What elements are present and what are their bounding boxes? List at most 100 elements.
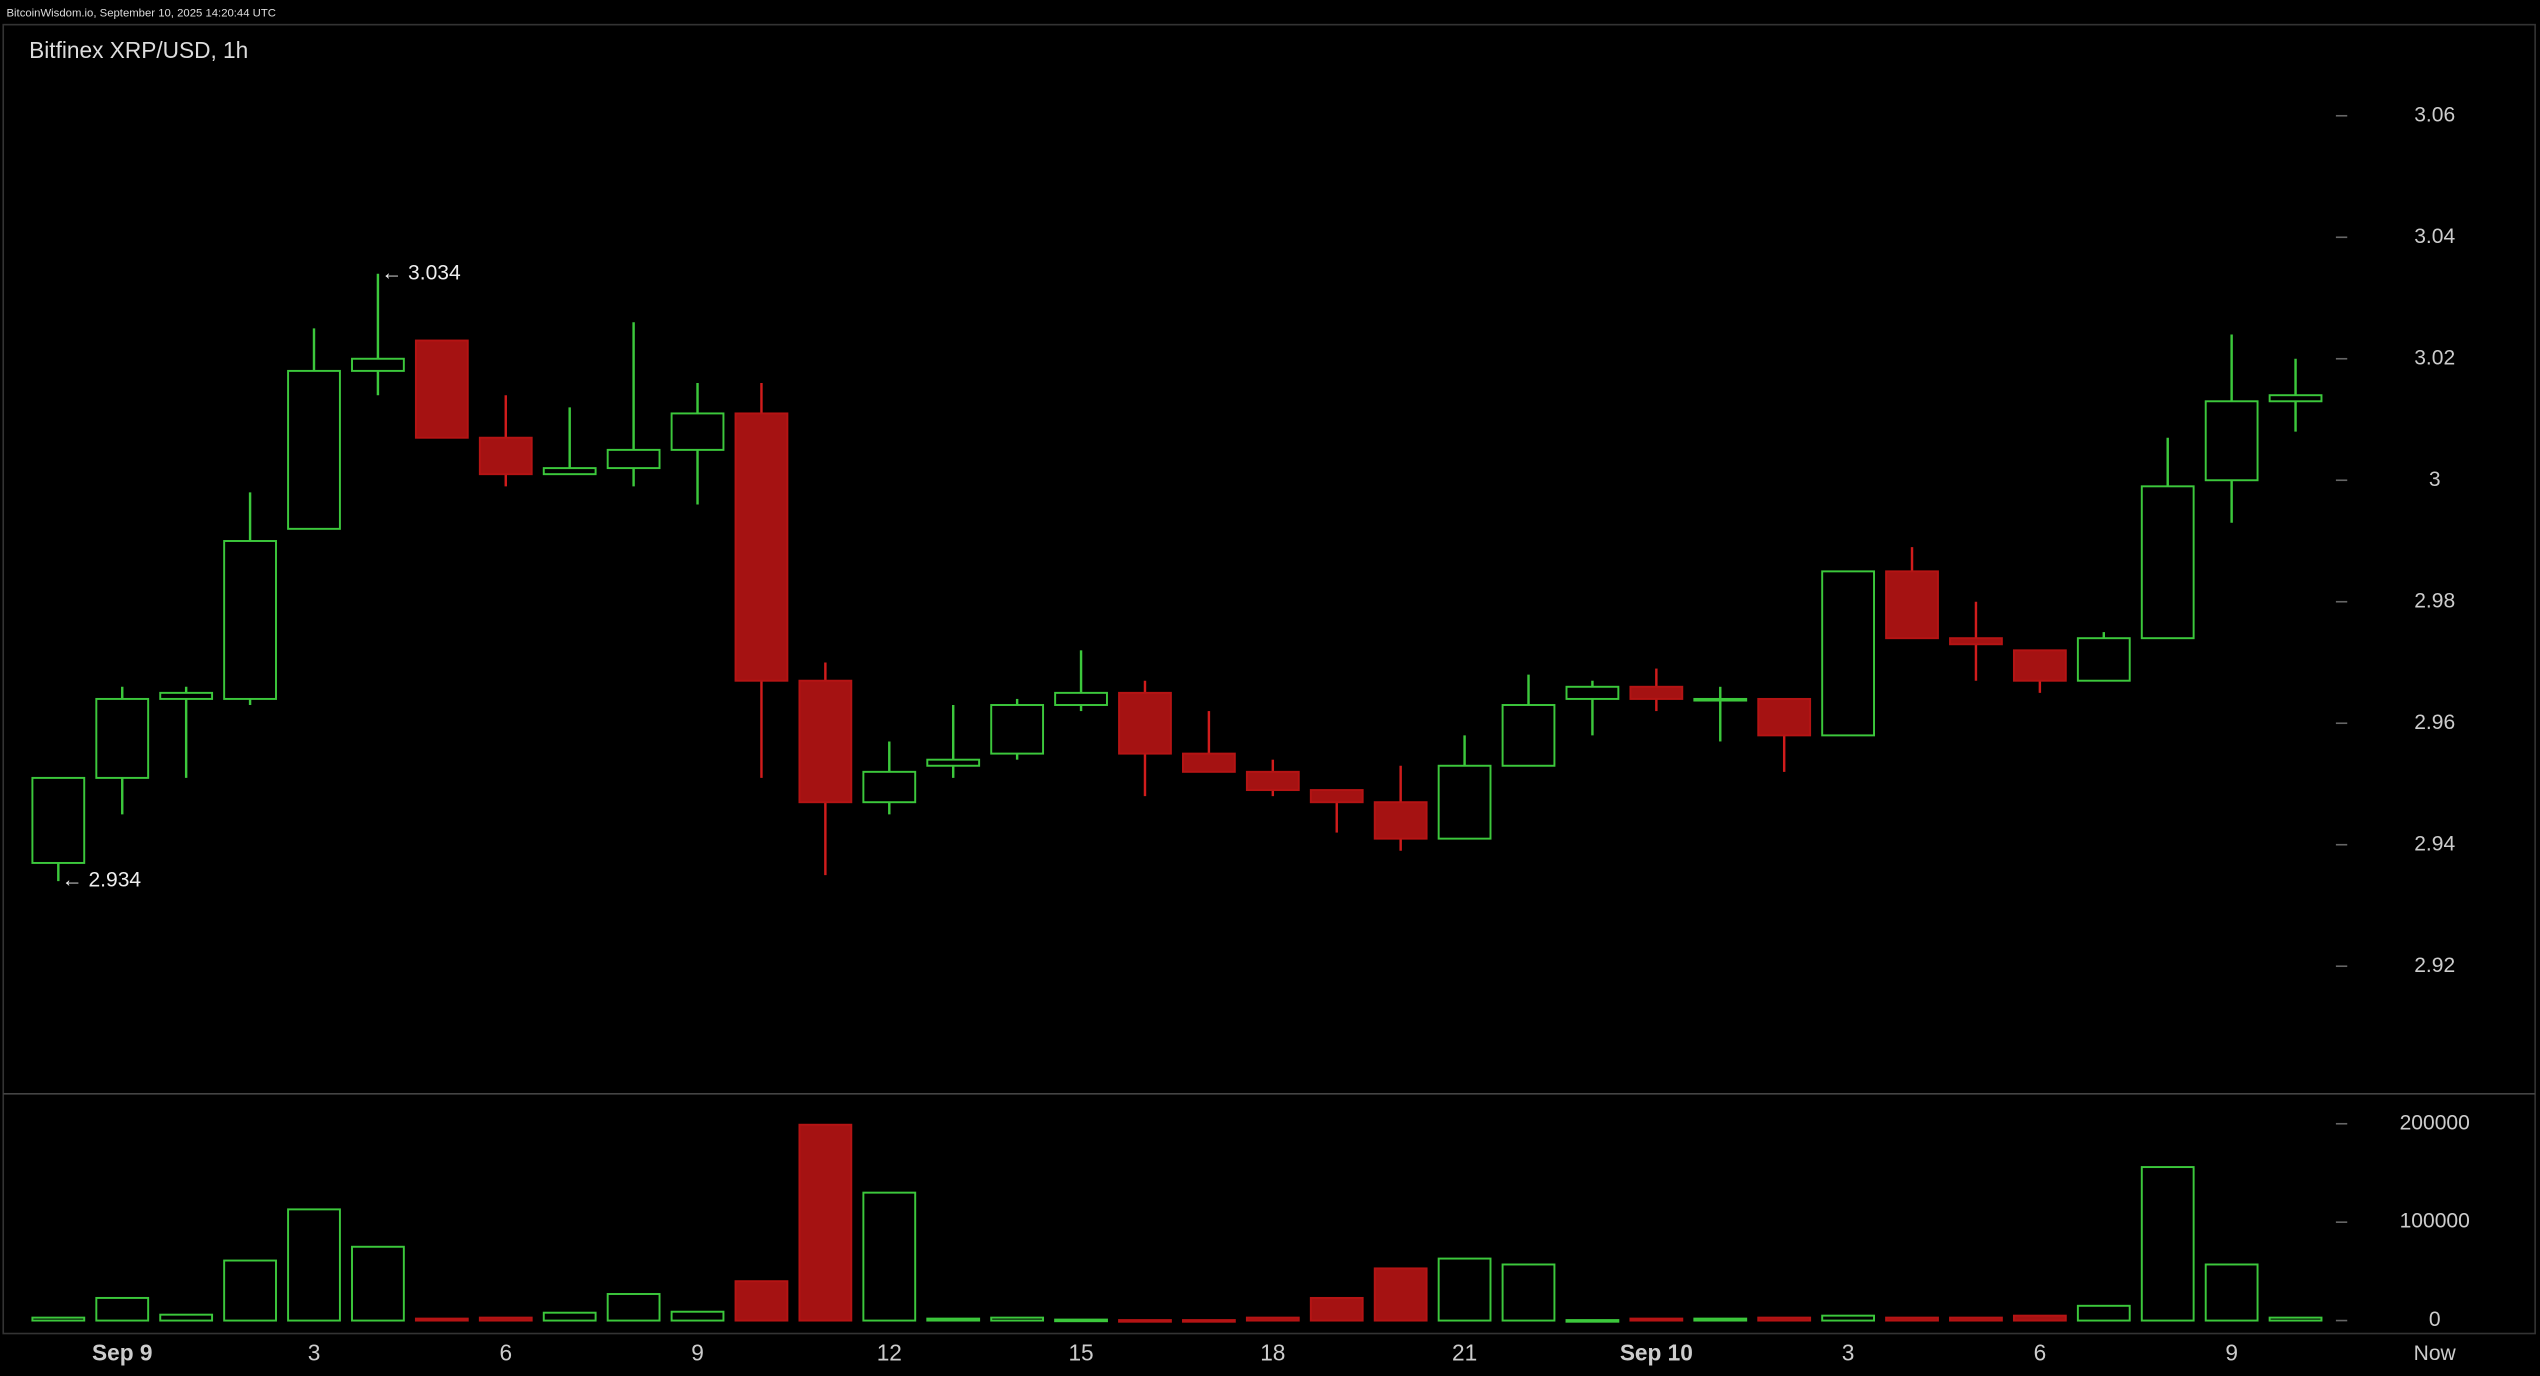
volume-bar — [1693, 1317, 1748, 1322]
x-tick-label: 6 — [499, 1340, 512, 1366]
volume-bar — [31, 1316, 86, 1322]
candle-body — [1373, 801, 1428, 840]
y-tick-label: 2.94 — [2414, 832, 2455, 855]
x-tick-label: 3 — [308, 1340, 321, 1366]
volume-bar — [95, 1296, 150, 1322]
candle-body — [798, 679, 853, 804]
candle-body — [2268, 394, 2323, 403]
candle-body — [542, 467, 597, 476]
chart-title: Bitfinex XRP/USD, 1h — [29, 37, 248, 63]
candle-body — [734, 412, 789, 682]
x-tick-label: 12 — [877, 1340, 902, 1366]
candle-body — [606, 448, 661, 470]
volume-bar — [1245, 1316, 1300, 1322]
candle-body — [1501, 704, 1556, 767]
volume-bar — [1118, 1319, 1172, 1323]
y-tick-label: 3.02 — [2414, 346, 2455, 369]
candle-body — [1565, 685, 1620, 700]
volume-bar — [1501, 1263, 1556, 1322]
candle-body — [1949, 637, 2003, 646]
candle-body — [990, 704, 1045, 755]
annotation: ← 2.934 — [62, 869, 142, 892]
volume-bar — [223, 1259, 277, 1322]
volume-bar — [287, 1208, 341, 1322]
y-tick-label: 2.98 — [2414, 589, 2455, 612]
frame — [2, 23, 2536, 1335]
volume-bar — [990, 1316, 1045, 1322]
volume-bar — [1757, 1316, 1812, 1322]
annotation: ← 3.034 — [381, 261, 461, 284]
y-tick-label: 3.04 — [2414, 225, 2455, 248]
candle-body — [1629, 685, 1684, 700]
volume-bar — [670, 1310, 725, 1322]
candle-body — [1054, 691, 1108, 706]
y-tick-label: 2.92 — [2414, 954, 2455, 977]
candle-body — [926, 758, 981, 767]
x-tick-label: 3 — [1842, 1340, 1855, 1366]
candle-body — [414, 339, 469, 439]
candle-body — [862, 770, 917, 804]
volume-bar — [798, 1123, 853, 1322]
candle-body — [2204, 400, 2259, 482]
volume-tick-label: 200000 — [2400, 1111, 2470, 1134]
x-tick-label: 6 — [2034, 1340, 2047, 1366]
y-tick-label: 2.96 — [2414, 711, 2455, 734]
candle-body — [1309, 789, 1364, 804]
candle-body — [478, 436, 533, 476]
source-label: BitcoinWisdom.io, September 10, 2025 14:… — [6, 7, 276, 19]
candle-body — [351, 357, 405, 372]
volume-tick-label: 100000 — [2400, 1210, 2470, 1233]
candle-body — [1245, 770, 1300, 792]
x-tick-label: 18 — [1260, 1340, 1285, 1366]
volume-bar — [1629, 1317, 1684, 1322]
candle-body — [1118, 691, 1172, 755]
volume-bar — [1373, 1267, 1428, 1322]
x-tick-label: 15 — [1068, 1340, 1093, 1366]
volume-bar — [2012, 1314, 2067, 1322]
volume-bar — [542, 1311, 597, 1322]
volume-bar — [1885, 1316, 1939, 1322]
volume-bar — [606, 1293, 661, 1322]
volume-bar — [1821, 1314, 1875, 1322]
volume-bar — [1565, 1319, 1620, 1323]
y-tick-label: 3.06 — [2414, 103, 2455, 126]
candle-body — [1821, 570, 1875, 737]
volume-bar — [414, 1317, 469, 1322]
volume-bar — [351, 1245, 405, 1322]
candle-body — [670, 412, 725, 451]
x-tick-label: Sep 10 — [1620, 1340, 1693, 1366]
candle-body — [2012, 649, 2067, 682]
x-tick-label: Sep 9 — [92, 1340, 152, 1366]
candle-body — [95, 697, 150, 779]
volume-bar — [734, 1280, 789, 1322]
volume-bar — [1437, 1257, 1492, 1322]
candle-body — [1693, 697, 1748, 702]
volume-bar — [926, 1317, 981, 1322]
candle-body — [31, 776, 86, 864]
candle-body — [1757, 697, 1812, 737]
candle-body — [2140, 485, 2195, 640]
candle-body — [287, 369, 341, 530]
volume-tick-label: 0 — [2429, 1308, 2441, 1331]
candle-body — [223, 540, 277, 700]
candle-body — [1182, 752, 1236, 773]
candle-body — [1885, 570, 1939, 640]
candle-body — [2076, 637, 2131, 682]
x-tick-label: Now — [2414, 1342, 2457, 1365]
volume-bar — [1309, 1296, 1364, 1322]
y-tick-label: 3 — [2429, 468, 2441, 491]
volume-bar — [159, 1313, 214, 1322]
volume-bar — [2204, 1263, 2259, 1322]
volume-bar — [478, 1316, 533, 1322]
x-tick-label: 9 — [2225, 1340, 2238, 1366]
volume-bar — [862, 1191, 917, 1322]
volume-bar — [2076, 1304, 2131, 1322]
x-tick-label: 9 — [691, 1340, 704, 1366]
volume-bar — [1054, 1318, 1108, 1323]
candle-body — [1437, 764, 1492, 840]
volume-bar — [2140, 1166, 2195, 1322]
volume-bar — [1949, 1316, 2003, 1322]
x-tick-label: 21 — [1452, 1340, 1477, 1366]
